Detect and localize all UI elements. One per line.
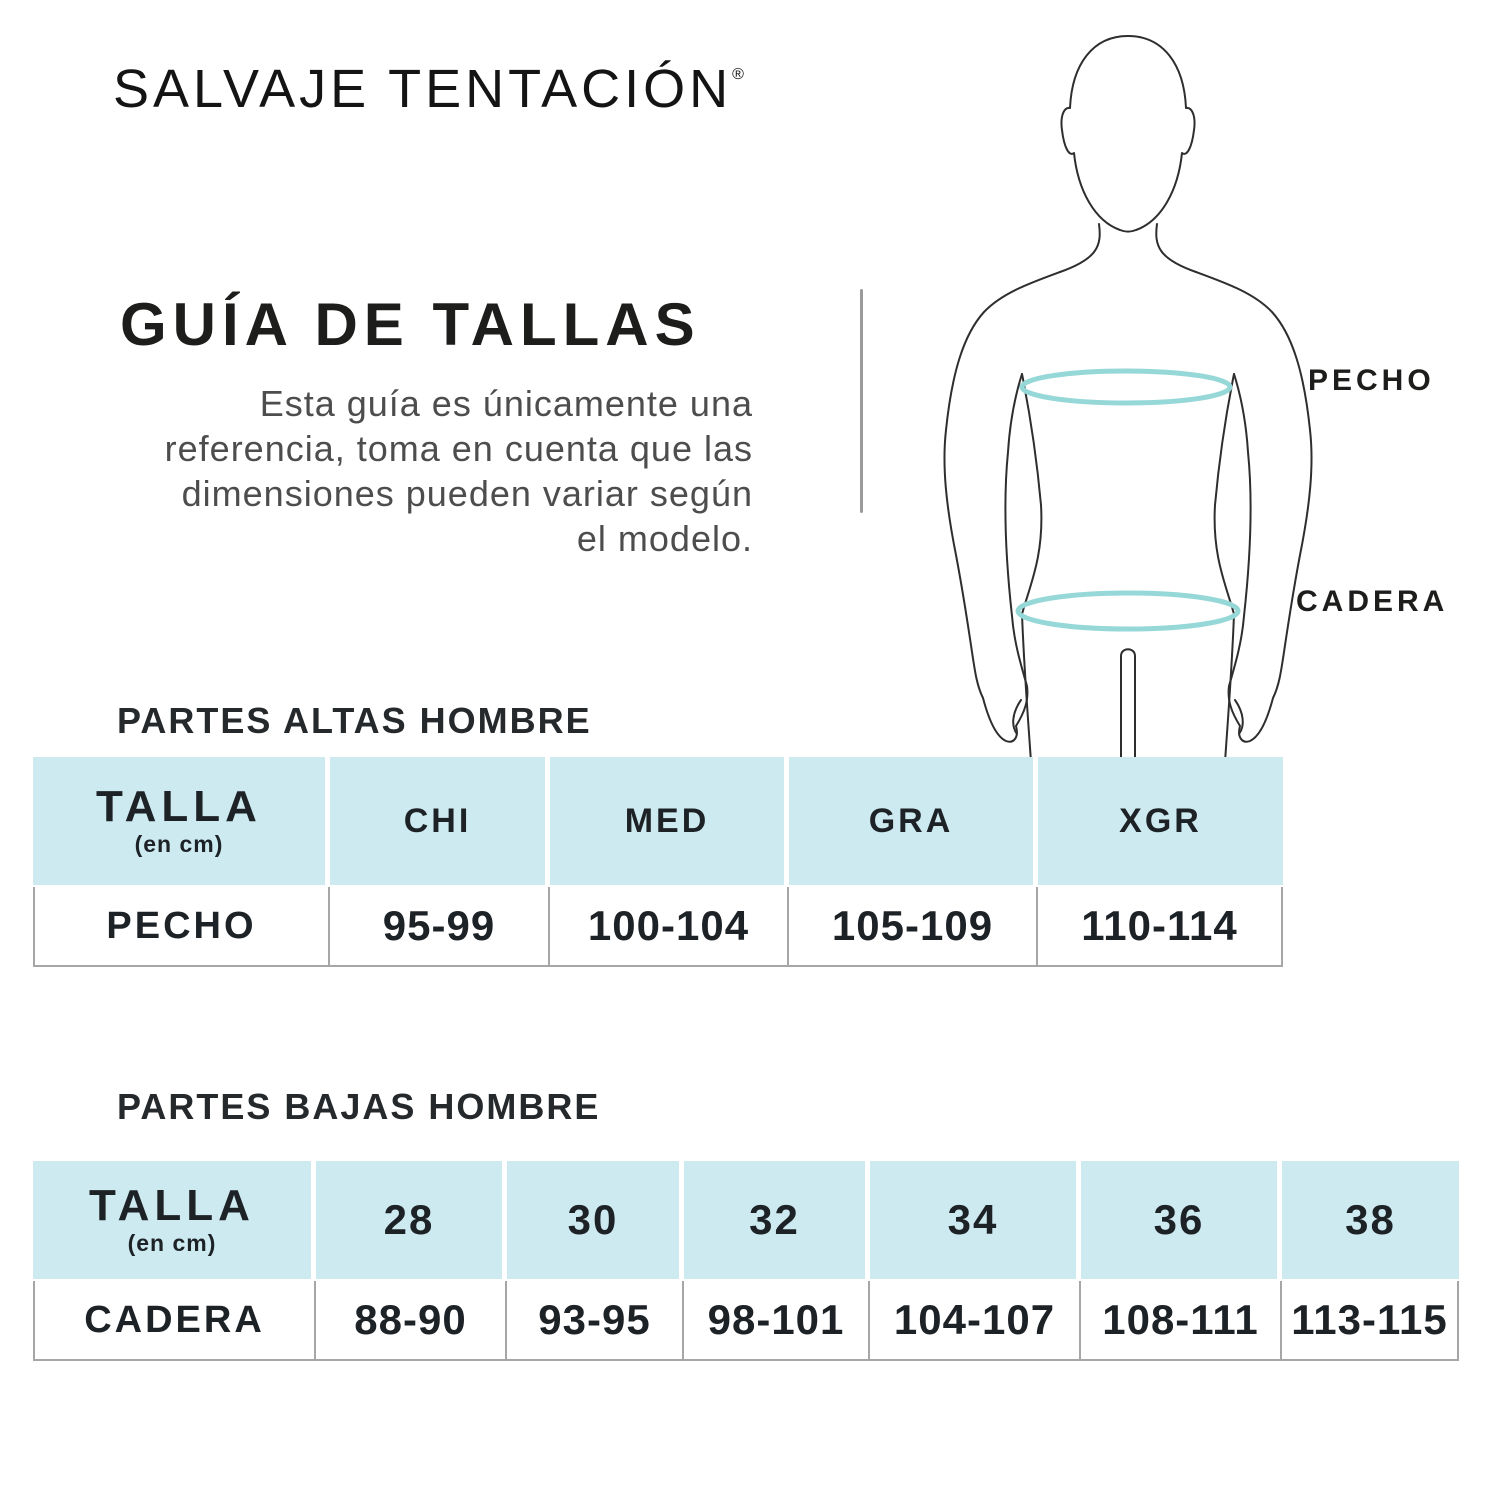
measure-value: 110-114 — [1081, 902, 1238, 949]
brand-logo: SALVAJE TENTACIÓN® — [113, 58, 744, 120]
value-cell: 100-104 — [550, 887, 789, 965]
header-cell-size: 38 — [1282, 1161, 1459, 1279]
table-partes-bajas: TALLA (en cm) 28 30 32 34 36 38 CADERA 8… — [33, 1161, 1459, 1361]
measure-value: 88-90 — [354, 1296, 467, 1343]
talla-label: TALLA — [96, 782, 262, 831]
left-thumb-line — [1012, 699, 1022, 735]
row-label-cell: PECHO — [35, 887, 330, 965]
neck-line-right — [1155, 223, 1197, 273]
head-outline — [1060, 35, 1196, 233]
table-data-row: PECHO 95-99 100-104 105-109 110-114 — [33, 887, 1283, 967]
value-cell: 98-101 — [684, 1281, 870, 1359]
inner-leg-line — [1120, 648, 1136, 762]
size-label: 28 — [383, 1196, 435, 1243]
value-cell: 95-99 — [330, 887, 550, 965]
header-cell-size: 36 — [1081, 1161, 1277, 1279]
row-label-cell: CADERA — [35, 1281, 316, 1359]
header-cell-talla: TALLA (en cm) — [33, 757, 325, 885]
measure-value: 93-95 — [538, 1296, 651, 1343]
registered-trademark-symbol: ® — [732, 66, 744, 83]
measure-value: 95-99 — [382, 902, 496, 949]
neck-line-left — [1059, 223, 1101, 273]
value-cell: 88-90 — [316, 1281, 507, 1359]
size-label: 34 — [947, 1196, 999, 1243]
measure-value: 108-111 — [1102, 1296, 1259, 1343]
header-cell-size: 32 — [684, 1161, 865, 1279]
section-title-partes-bajas: PARTES BAJAS HOMBRE — [117, 1086, 601, 1127]
measure-value: 104-107 — [893, 1296, 1056, 1343]
page-title: GUÍA DE TALLAS — [120, 291, 701, 358]
header-cell-size: XGR — [1038, 757, 1283, 885]
measuring-tapes — [1015, 368, 1241, 632]
vertical-divider — [860, 289, 863, 513]
measure-value: 98-101 — [707, 1296, 845, 1343]
size-label: CHI — [403, 801, 472, 840]
size-label: 38 — [1345, 1196, 1396, 1243]
table-header-row: TALLA (en cm) 28 30 32 34 36 38 — [33, 1161, 1459, 1279]
body-outline — [943, 35, 1313, 762]
hip-tape-ellipse — [1015, 590, 1241, 632]
chest-measure-label: PECHO — [1308, 364, 1435, 397]
measure-row-label: PECHO — [106, 904, 257, 947]
size-label: 32 — [749, 1196, 800, 1243]
header-cell-size: MED — [550, 757, 784, 885]
value-cell: 110-114 — [1038, 887, 1281, 965]
right-torso-leg-outline — [1213, 373, 1235, 762]
size-label: XGR — [1119, 801, 1202, 840]
size-label: GRA — [868, 801, 954, 840]
value-cell: 105-109 — [789, 887, 1038, 965]
value-cell: 104-107 — [870, 1281, 1081, 1359]
description-line: referencia, toma en cuenta que las — [164, 428, 753, 469]
talla-label: TALLA — [89, 1181, 255, 1230]
size-label: 36 — [1153, 1196, 1205, 1243]
value-cell: 93-95 — [507, 1281, 684, 1359]
description-line: dimensiones pueden variar según — [181, 473, 753, 514]
talla-unit-label: (en cm) — [127, 1230, 217, 1256]
header-cell-talla: TALLA (en cm) — [33, 1161, 311, 1279]
table-data-row: CADERA 88-90 93-95 98-101 104-107 108-11… — [33, 1281, 1459, 1361]
left-arm-outline — [943, 271, 1061, 743]
measure-value: 100-104 — [587, 902, 750, 949]
measure-value: 105-109 — [831, 902, 994, 949]
header-cell-size: 34 — [870, 1161, 1076, 1279]
left-torso-leg-outline — [1021, 373, 1043, 762]
right-thumb-line — [1234, 699, 1244, 735]
talla-unit-label: (en cm) — [134, 831, 224, 857]
section-title-partes-altas: PARTES ALTAS HOMBRE — [117, 700, 592, 741]
size-label: 30 — [567, 1196, 619, 1243]
value-cell: 113-115 — [1282, 1281, 1457, 1359]
header-cell-size: CHI — [330, 757, 545, 885]
guide-description: Esta guía es únicamente una referencia, … — [85, 381, 753, 561]
header-cell-size: 30 — [507, 1161, 679, 1279]
brand-name: SALVAJE TENTACIÓN — [113, 59, 733, 119]
measure-value: 113-115 — [1291, 1296, 1448, 1343]
table-partes-altas: TALLA (en cm) CHI MED GRA XGR PECHO 95-9… — [33, 757, 1283, 967]
male-figure-illustration — [943, 35, 1313, 762]
header-cell-size: 28 — [316, 1161, 502, 1279]
measure-row-label: CADERA — [84, 1298, 265, 1341]
value-cell: 108-111 — [1081, 1281, 1282, 1359]
table-header-row: TALLA (en cm) CHI MED GRA XGR — [33, 757, 1283, 885]
hip-measure-label: CADERA — [1296, 585, 1449, 618]
size-label: MED — [624, 801, 710, 840]
header-cell-size: GRA — [789, 757, 1033, 885]
right-arm-outline — [1195, 271, 1313, 743]
description-line: el modelo. — [576, 518, 753, 559]
description-line: Esta guía es únicamente una — [259, 383, 753, 424]
chest-tape-ellipse — [1019, 368, 1233, 406]
